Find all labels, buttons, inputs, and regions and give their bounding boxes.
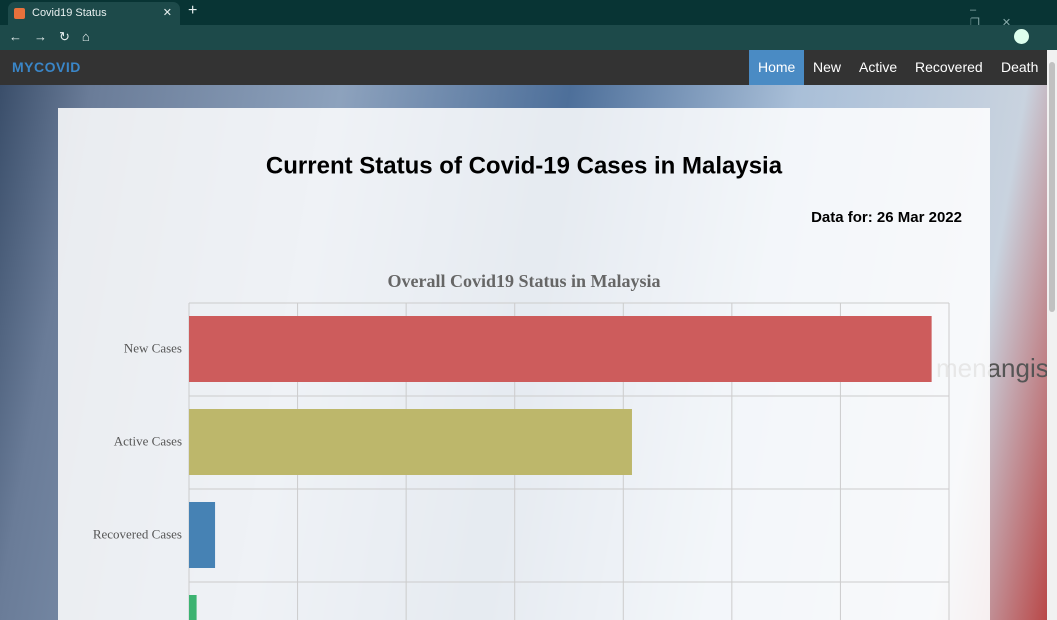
bar <box>189 316 932 382</box>
brand[interactable]: MYCOVID <box>12 59 81 75</box>
nav-link[interactable]: Home <box>749 50 805 85</box>
y-tick-label: Recovered Cases <box>93 526 182 541</box>
profile[interactable] <box>1014 29 1029 44</box>
nav-link[interactable]: Active <box>859 59 898 75</box>
bar <box>189 409 632 475</box>
navbar: MYCOVID Death Recovered Active New Home <box>0 50 1047 85</box>
nav-link[interactable]: Recovered <box>915 59 983 75</box>
tab-title: Covid19 Status <box>32 7 107 19</box>
chart-title: Overall Covid19 Status in Malaysia <box>387 271 660 291</box>
tab-close[interactable]: ✕ <box>162 7 172 19</box>
y-tick-label: Active Cases <box>114 433 182 448</box>
nav-buttons[interactable]: ←→↻⌂ <box>9 29 102 44</box>
tab-strip: Covid19 Status ✕ + –❐✕ <box>0 0 1057 29</box>
new-tab[interactable]: + <box>188 2 198 19</box>
date-label: Data for: 26 Mar 2022 <box>811 209 962 226</box>
y-tick-label: New Cases <box>124 340 182 355</box>
scrollbar[interactable] <box>1047 50 1057 620</box>
page-heading: Current Status of Covid-19 Cases in Mala… <box>266 152 783 179</box>
bar <box>189 502 216 568</box>
nav-link[interactable]: Death <box>1001 59 1039 75</box>
tab[interactable]: Covid19 Status ✕ <box>8 2 180 25</box>
bar <box>189 595 197 620</box>
favicon <box>14 8 25 19</box>
nav-link[interactable]: New <box>813 59 842 75</box>
